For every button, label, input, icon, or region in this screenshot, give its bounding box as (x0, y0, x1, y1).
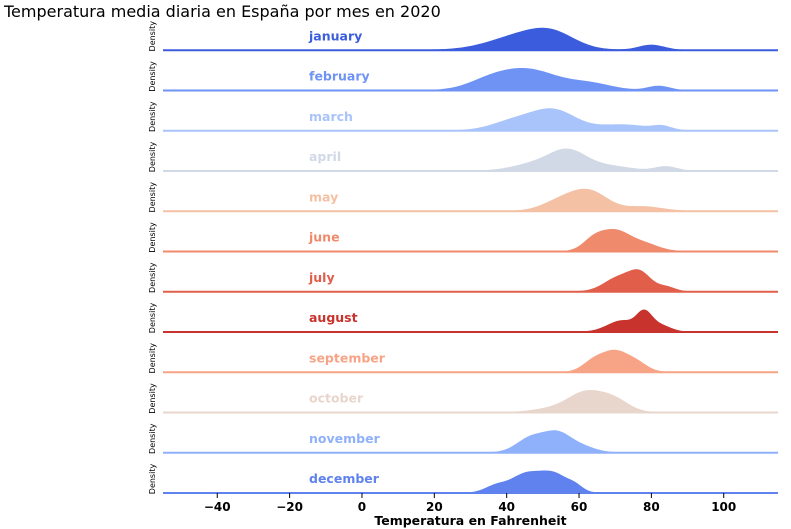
ridge-january: january Density (148, 21, 778, 52)
y-axis-label: Density (148, 464, 157, 495)
x-tick-label: 80 (643, 500, 660, 514)
ridge-august: august Density (148, 303, 778, 334)
density-area-april (163, 148, 778, 172)
month-label-march: march (309, 109, 353, 124)
ridge-july: july Density (148, 262, 778, 293)
x-tick-label: 40 (498, 500, 515, 514)
x-tick-label: 0 (358, 500, 366, 514)
month-label-august: august (309, 310, 358, 325)
month-label-july: july (308, 270, 335, 285)
x-axis-label: Temperatura en Fahrenheit (374, 513, 566, 528)
density-area-december (163, 470, 778, 494)
ridge-february: february Density (148, 61, 778, 92)
density-area-february (163, 67, 778, 91)
y-axis-label: Density (148, 423, 157, 454)
x-tick-label: −40 (204, 500, 231, 514)
y-axis-label: Density (148, 142, 157, 173)
density-area-may (163, 188, 778, 212)
ridge-march: march Density (148, 101, 778, 132)
month-label-october: october (309, 391, 364, 406)
ridge-october: october Density (148, 383, 778, 414)
density-area-july (163, 269, 778, 293)
month-label-february: february (309, 69, 370, 84)
density-area-october (163, 389, 778, 413)
ridge-november: november Density (148, 423, 778, 454)
density-area-january (163, 27, 778, 51)
month-label-april: april (309, 149, 341, 164)
month-label-january: january (308, 28, 362, 43)
month-label-june: june (308, 230, 340, 245)
y-axis-label: Density (148, 303, 157, 334)
y-axis-label: Density (148, 262, 157, 293)
density-area-september (163, 349, 778, 373)
y-axis-label: Density (148, 182, 157, 213)
y-axis-label: Density (148, 61, 157, 92)
ridge-june: june Density (148, 222, 778, 253)
y-axis-label: Density (148, 101, 157, 132)
x-tick-label: 60 (571, 500, 588, 514)
density-area-november (163, 430, 778, 454)
x-tick-label: −20 (276, 500, 303, 514)
ridge-april: april Density (148, 142, 778, 173)
chart-title: Temperatura media diaria en España por m… (4, 2, 441, 21)
density-area-june (163, 228, 778, 252)
month-label-may: may (309, 189, 338, 204)
x-tick-label: 20 (426, 500, 443, 514)
month-label-december: december (309, 471, 380, 486)
month-label-november: november (309, 431, 381, 446)
y-axis-label: Density (148, 383, 157, 414)
y-axis-label: Density (148, 343, 157, 374)
month-label-september: september (309, 350, 386, 365)
y-axis-label: Density (148, 222, 157, 253)
y-axis-label: Density (148, 21, 157, 52)
density-area-august (163, 309, 778, 333)
ridge-december: december Density (148, 464, 778, 495)
ridge-september: september Density (148, 343, 778, 374)
x-tick-label: 100 (711, 500, 736, 514)
density-area-march (163, 108, 778, 132)
ridge-may: may Density (148, 182, 778, 213)
